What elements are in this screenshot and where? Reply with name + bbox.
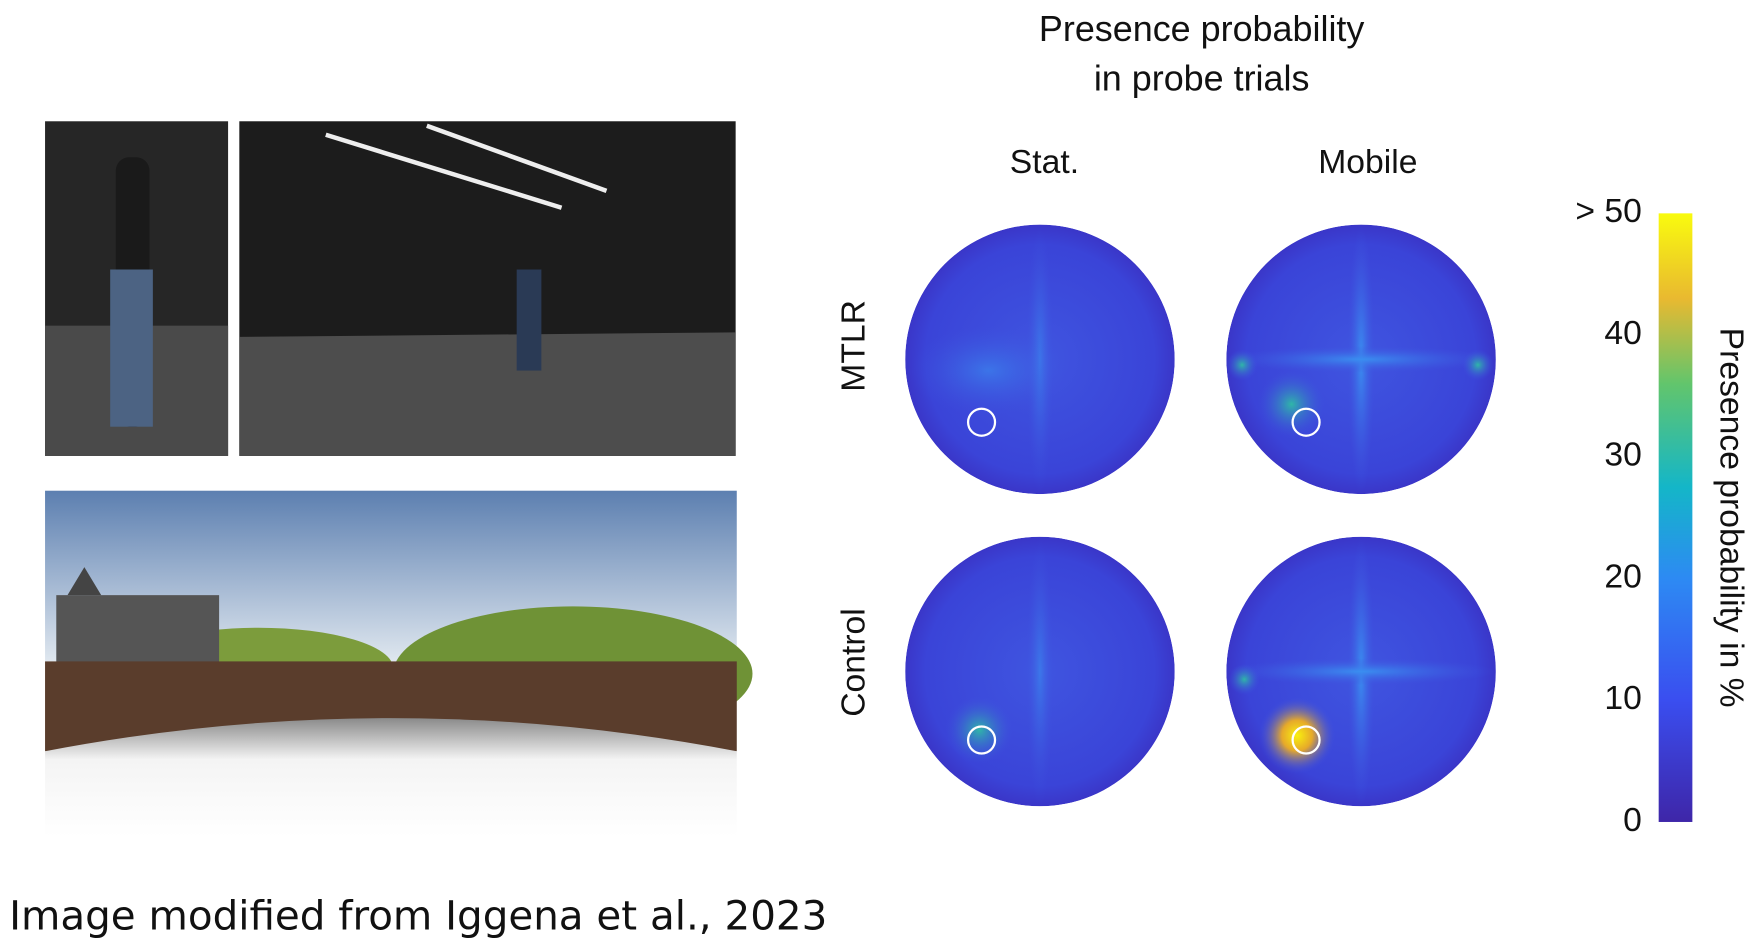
colorbar-ticks: 0 10 20 30 40 > 50 <box>1575 193 1641 839</box>
row-label: Control <box>836 608 873 717</box>
column-label: Stat. <box>1010 144 1079 181</box>
target-markers <box>966 407 1321 755</box>
column-label: Mobile <box>1318 144 1417 181</box>
title: Presence probability <box>1039 8 1365 49</box>
virtual-scene <box>45 490 753 837</box>
lab-photos <box>45 121 736 456</box>
colorbar-tick-label: 40 <box>1604 315 1641 352</box>
colorbar-tick-label: > 50 <box>1575 193 1641 230</box>
title: in probe trials <box>1094 57 1310 98</box>
heatmap <box>905 224 1175 495</box>
colorbar <box>1658 213 1693 822</box>
heatmap <box>1226 224 1496 495</box>
heatmap <box>1226 536 1496 807</box>
row-label: MTLR <box>836 300 873 392</box>
colorbar-tick-label: 0 <box>1623 802 1642 839</box>
heatmap <box>905 536 1175 807</box>
colorbar-tick-label: 20 <box>1604 558 1641 595</box>
caption: Image modified from Iggena et al., 2023 <box>9 892 827 940</box>
colorbar-tick-label: 30 <box>1604 437 1641 474</box>
colorbar-label: Presence probability in % <box>1713 328 1750 708</box>
colorbar-tick-label: 10 <box>1604 680 1641 717</box>
